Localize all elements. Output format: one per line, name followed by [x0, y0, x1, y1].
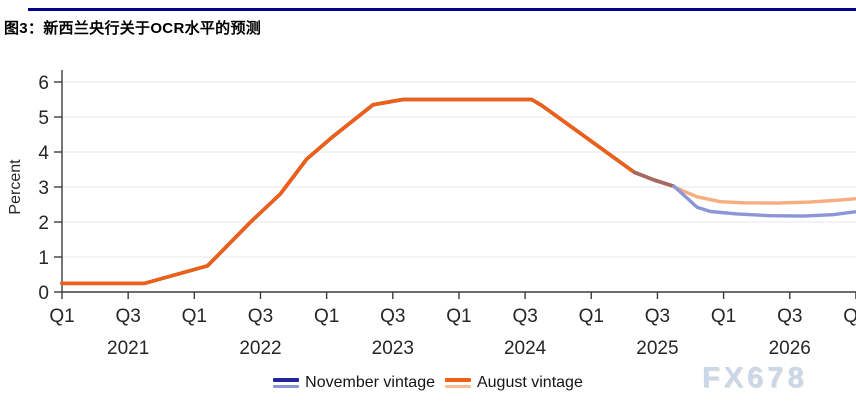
x-tick-label-5: Q3	[380, 306, 405, 327]
ocr-forecast-chart: 0 1 2 3 4 5 6 Percent Q1 Q3 Q1 Q3 Q1 Q3 Q1 Q3 Q1 Q3 Q1 Q3 Q1…	[0, 55, 856, 365]
y-tick-label-4: 4	[38, 143, 49, 164]
series-november-vintage-history-	[60, 97, 676, 286]
year-label-2025: 2025	[636, 338, 678, 359]
y-tick-label-2: 2	[38, 213, 49, 234]
y-tick-label-5: 5	[38, 108, 49, 129]
y-tick-label-0: 0	[38, 283, 49, 304]
x-tick-label-11: Q3	[777, 306, 802, 327]
figure-title: 图3：新西兰央行关于OCR水平的预测	[4, 20, 262, 37]
x-tick-label-10: Q1	[711, 306, 736, 327]
legend-label-august: August vintage	[476, 374, 583, 391]
chart-legend: November vintage August vintage	[0, 374, 856, 392]
november-line-swatch-icon	[273, 378, 300, 388]
fx678-watermark: FX678	[702, 362, 808, 394]
year-label-2026: 2026	[769, 338, 811, 359]
series-november-vintage-forecast-	[672, 184, 856, 218]
legend-item-august: August vintage	[444, 374, 583, 392]
x-tick-label-0: Q1	[49, 306, 74, 327]
y-tick-label-3: 3	[38, 178, 49, 199]
x-tick-label-4: Q1	[314, 306, 339, 327]
y-axis-title: Percent	[7, 159, 24, 215]
x-tick-label-8: Q1	[579, 306, 604, 327]
x-tick-label-7: Q3	[512, 306, 537, 327]
series-august-vintage-forecast-	[672, 185, 856, 205]
x-tick-label-2: Q1	[182, 306, 207, 327]
legend-item-november: November vintage	[273, 374, 435, 392]
august-line-swatch-icon	[444, 378, 471, 388]
year-label-2021: 2021	[107, 338, 149, 359]
x-tick-label-1: Q3	[115, 306, 140, 327]
legend-label-november: November vintage	[305, 374, 435, 391]
chart-canvas: 0 1 2 3 4 5 6 Percent Q1 Q3 Q1 Q3 Q1 Q3 Q1 Q3 Q1 Q3 Q1 Q3 Q1…	[7, 70, 856, 359]
series-august-vintage-history-	[60, 97, 637, 286]
year-label-2023: 2023	[372, 338, 414, 359]
y-tick-label-6: 6	[38, 73, 49, 94]
x-tick-label-6: Q1	[446, 306, 471, 327]
series-overlap-november-history-over-august-forecast-	[632, 170, 676, 189]
x-tick-label-12: Q1	[843, 306, 856, 327]
x-tick-label-3: Q3	[248, 306, 273, 327]
x-tick-label-9: Q3	[645, 306, 670, 327]
year-label-2024: 2024	[504, 338, 547, 359]
title-rule	[28, 8, 856, 11]
year-label-2022: 2022	[239, 338, 281, 359]
y-tick-label-1: 1	[38, 248, 49, 269]
